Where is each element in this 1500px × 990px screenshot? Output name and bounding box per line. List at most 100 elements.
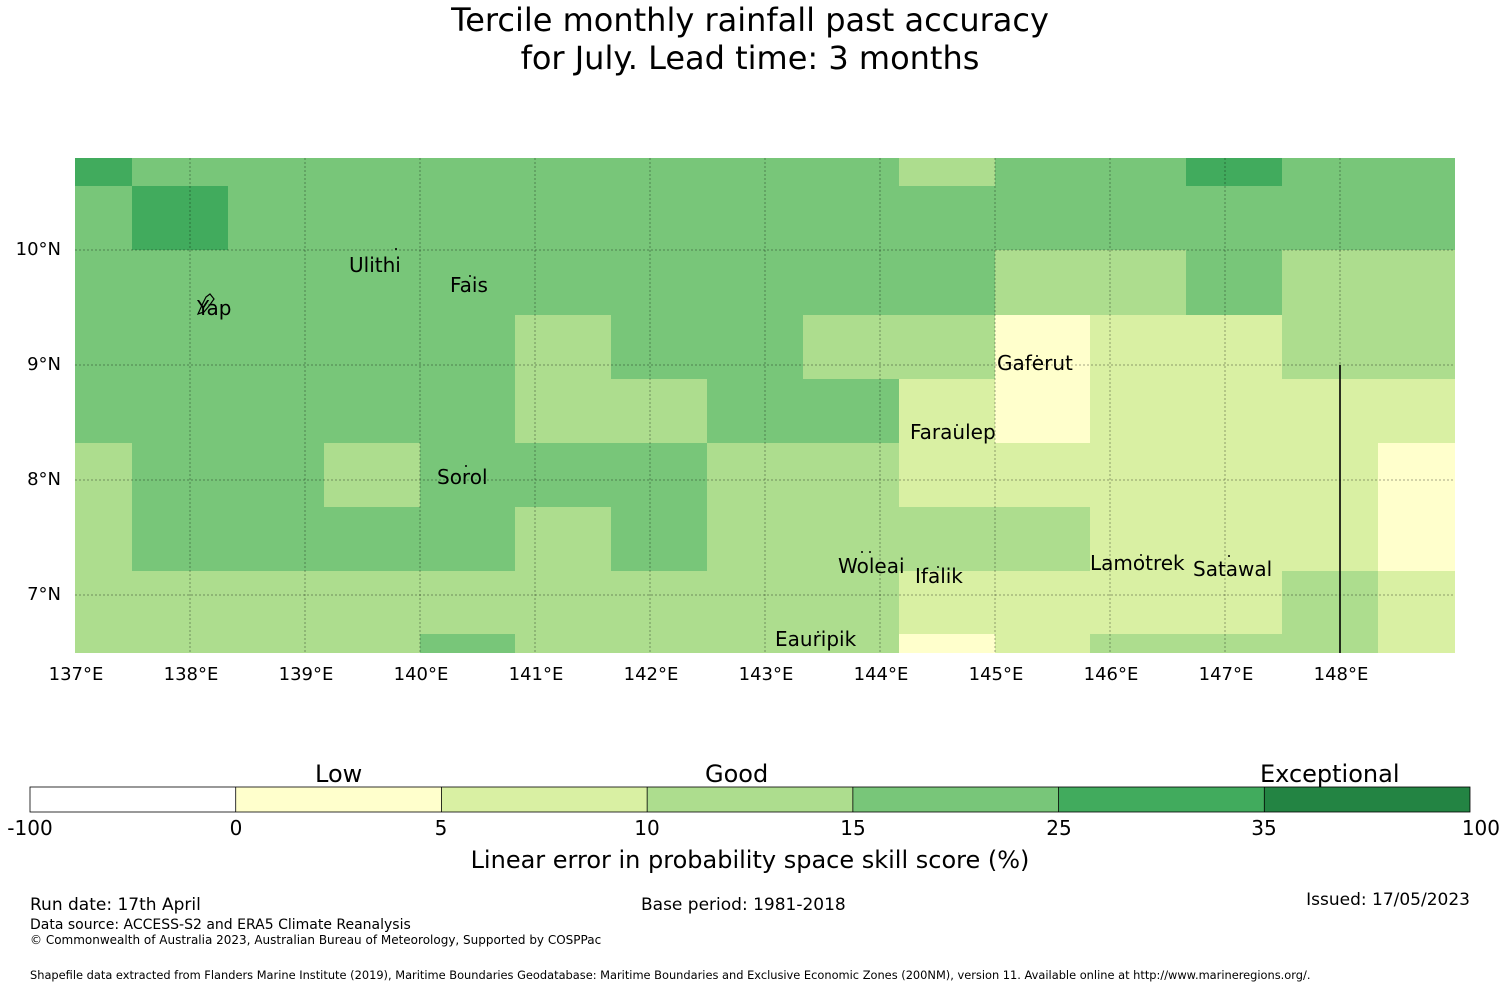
grid-cell xyxy=(1378,571,1455,634)
colorbar-segment xyxy=(647,787,853,812)
grid-cell xyxy=(324,507,420,571)
grid-cell xyxy=(132,379,228,443)
grid-cell xyxy=(707,634,803,653)
grid-cell xyxy=(228,507,324,571)
grid-cell xyxy=(324,443,420,507)
grid-cell xyxy=(75,379,132,443)
grid-cell xyxy=(228,250,324,315)
grid-cell xyxy=(228,571,324,634)
grid-cell xyxy=(611,186,707,250)
grid-cell xyxy=(611,571,707,634)
grid-cell xyxy=(899,379,995,443)
grid-cell xyxy=(324,315,420,379)
colorbar-segment xyxy=(441,787,648,812)
grid-cell xyxy=(611,443,707,507)
grid-cell xyxy=(132,315,228,379)
grid-cell xyxy=(132,250,228,315)
grid-cell xyxy=(515,443,611,507)
grid-cell xyxy=(515,186,611,250)
colorbar-segment xyxy=(30,787,236,812)
grid-cell xyxy=(515,507,611,571)
grid-cell xyxy=(707,315,803,379)
colorbar-category-low: Low xyxy=(315,760,363,788)
grid-cell xyxy=(420,158,515,186)
island-markers xyxy=(196,248,1230,633)
grid-cell xyxy=(324,634,420,653)
colorbar-tick-label: 100 xyxy=(1461,816,1500,840)
grid-cell xyxy=(132,158,228,186)
lon-tick-label: 143°E xyxy=(738,664,794,685)
lat-tick-label: 10°N xyxy=(15,239,61,260)
map-title-line-1: Tercile monthly rainfall past accuracy xyxy=(451,1,1049,39)
grid-cell xyxy=(803,186,899,250)
grid-cell xyxy=(803,507,899,571)
place-label-woleai: Woleai xyxy=(838,554,905,578)
grid-cell xyxy=(899,634,995,653)
grid-cell xyxy=(1090,250,1186,315)
grid-cell xyxy=(228,315,324,379)
lon-tick-label: 138°E xyxy=(163,664,219,685)
grid-cell xyxy=(75,315,132,379)
grid-cell xyxy=(611,507,707,571)
lon-tick-label: 141°E xyxy=(508,664,564,685)
island-dot xyxy=(1036,355,1038,357)
colorbar-segment xyxy=(235,787,442,812)
colorbar-tick-label: 25 xyxy=(1046,816,1072,840)
grid-cell xyxy=(420,571,515,634)
grid-cell xyxy=(1282,634,1378,653)
lon-tick-label: 139°E xyxy=(278,664,334,685)
skill-grid-cells xyxy=(75,158,1455,653)
grid-cell xyxy=(995,379,1090,443)
colorbar-segment xyxy=(852,787,1059,812)
grid-cell xyxy=(420,186,515,250)
colorbar-tick-label: 5 xyxy=(434,816,448,840)
colorbar-tick-label: -100 xyxy=(7,816,53,840)
island-dot xyxy=(465,465,467,467)
grid-cell xyxy=(899,158,995,186)
place-label-satawal: Satawal xyxy=(1193,557,1273,581)
grid-cell xyxy=(899,571,995,634)
island-dot xyxy=(1228,555,1230,557)
grid-cell xyxy=(803,379,899,443)
colorbar-category-exceptional: Exceptional xyxy=(1260,760,1400,788)
grid-cell xyxy=(1378,507,1455,571)
grid-cell xyxy=(899,186,995,250)
grid-cell xyxy=(228,443,324,507)
grid-cell xyxy=(75,507,132,571)
grid-cell xyxy=(324,379,420,443)
grid-cell xyxy=(132,186,228,250)
grid-cell xyxy=(324,158,420,186)
place-label-ulithi: Ulithi xyxy=(349,253,401,277)
grid-cell xyxy=(803,315,899,379)
grid-cell xyxy=(611,250,707,315)
grid-cell xyxy=(899,250,995,315)
lat-tick-label: 7°N xyxy=(27,584,61,605)
grid-cell xyxy=(324,186,420,250)
grid-cell xyxy=(1090,379,1186,443)
grid-cell xyxy=(420,634,515,653)
grid-cell xyxy=(995,507,1090,571)
place-label-fais: Fais xyxy=(450,273,488,297)
grid-cell xyxy=(228,379,324,443)
base-period: Base period: 1981-2018 xyxy=(641,895,846,915)
grid-cell xyxy=(132,443,228,507)
grid-cell xyxy=(1282,571,1378,634)
lon-tick-label: 140°E xyxy=(393,664,449,685)
place-label-ifalik: Ifalik xyxy=(915,564,963,588)
grid-cell xyxy=(707,186,803,250)
grid-cell xyxy=(515,571,611,634)
grid-cell xyxy=(1186,634,1282,653)
grid-cell xyxy=(899,315,995,379)
grid-cell xyxy=(707,507,803,571)
grid-cell xyxy=(803,634,899,653)
grid-cell xyxy=(420,250,515,315)
island-dot xyxy=(861,551,863,553)
colorbar-tick-label: 35 xyxy=(1251,816,1277,840)
grid-cell xyxy=(1090,158,1186,186)
island-dot xyxy=(395,248,397,250)
grid-cell xyxy=(995,315,1090,379)
place-label-gaferut: Gaferut xyxy=(997,351,1073,375)
grid-cell xyxy=(420,507,515,571)
grid-cell xyxy=(1090,443,1186,507)
